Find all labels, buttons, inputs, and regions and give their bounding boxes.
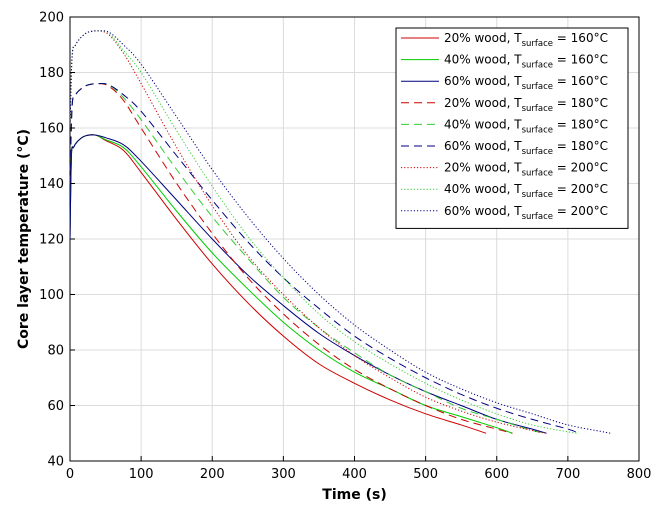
legend-label: 40% wood, T	[444, 117, 522, 131]
legend-label: 60% wood, T	[444, 74, 522, 88]
series-line-7	[69, 30, 546, 434]
y-tick-label: 40	[47, 455, 64, 470]
legend-label-value: = 160°C	[553, 74, 608, 88]
series-line-5	[69, 82, 546, 434]
y-tick-label: 140	[39, 177, 64, 192]
x-tick-label: 400	[342, 467, 367, 482]
legend-label-value: = 200°C	[553, 204, 608, 218]
legend-entry-5: 40% wood, Tsurface = 180°C	[444, 117, 608, 135]
legend-label: 60% wood, T	[444, 139, 522, 153]
legend-entry-3: 60% wood, Tsurface = 160°C	[444, 74, 608, 92]
legend-label: 20% wood, T	[444, 161, 522, 175]
axis-ticks: 0 100 200 300 400 500 600 700 800 40 60 80 100 120 140…	[39, 11, 651, 483]
x-tick-label: 300	[271, 467, 296, 482]
legend-label-subscript: surface	[522, 39, 553, 49]
legend-entry-6: 60% wood, Tsurface = 180°C	[444, 139, 608, 157]
y-tick-label: 200	[39, 11, 64, 26]
legend-label-subscript: surface	[522, 104, 553, 114]
legend-label-value: = 180°C	[553, 139, 608, 153]
legend-entry-2: 40% wood, Tsurface = 160°C	[444, 53, 608, 71]
legend-label-value: = 180°C	[553, 117, 608, 131]
legend-label: 60% wood, T	[444, 204, 522, 218]
legend-label: 40% wood, T	[444, 53, 522, 67]
legend-label: 40% wood, T	[444, 182, 522, 196]
x-tick-label: 500	[413, 467, 438, 482]
series-layer	[69, 30, 611, 434]
legend-entry-9: 60% wood, Tsurface = 200°C	[444, 204, 608, 222]
legend-label-subscript: surface	[522, 169, 553, 179]
legend-label-subscript: surface	[522, 147, 553, 157]
x-tick-label: 600	[484, 467, 509, 482]
y-axis-label: Core layer temperature (°C)	[16, 129, 32, 349]
y-tick-label: 120	[39, 233, 64, 248]
y-tick-label: 160	[39, 122, 64, 137]
series-line-3	[69, 134, 547, 434]
legend-label-subscript: surface	[522, 61, 553, 71]
x-axis-label: Time (s)	[322, 487, 386, 503]
y-tick-label: 180	[39, 66, 64, 81]
legend-entry-7: 20% wood, Tsurface = 200°C	[444, 161, 608, 179]
legend-entry-1: 20% wood, Tsurface = 160°C	[444, 31, 608, 49]
legend-entry-8: 40% wood, Tsurface = 200°C	[444, 182, 608, 200]
x-tick-label: 700	[555, 467, 580, 482]
legend: 20% wood, Tsurface = 160°C40% wood, Tsur…	[395, 27, 629, 229]
legend-box	[395, 27, 629, 229]
legend-label-value: = 180°C	[553, 96, 608, 110]
x-tick-label: 200	[200, 467, 225, 482]
series-line-9	[69, 30, 611, 434]
y-tick-label: 100	[39, 288, 64, 303]
legend-label: 20% wood, T	[444, 96, 522, 110]
legend-label-value: = 200°C	[553, 161, 608, 175]
x-tick-label: 800	[627, 467, 652, 482]
x-tick-label: 100	[129, 467, 154, 482]
legend-label: 20% wood, T	[444, 31, 522, 45]
legend-label-value: = 160°C	[553, 31, 608, 45]
legend-label-subscript: surface	[522, 82, 553, 92]
legend-label-value: = 200°C	[553, 182, 608, 196]
y-tick-label: 80	[47, 344, 64, 359]
y-tick-label: 60	[47, 399, 64, 414]
legend-label-value: = 160°C	[553, 53, 608, 67]
legend-entry-4: 20% wood, Tsurface = 180°C	[444, 96, 608, 114]
legend-label-subscript: surface	[522, 125, 553, 135]
legend-label-subscript: surface	[522, 212, 553, 222]
x-tick-label: 0	[66, 467, 74, 482]
legend-label-subscript: surface	[522, 190, 553, 200]
